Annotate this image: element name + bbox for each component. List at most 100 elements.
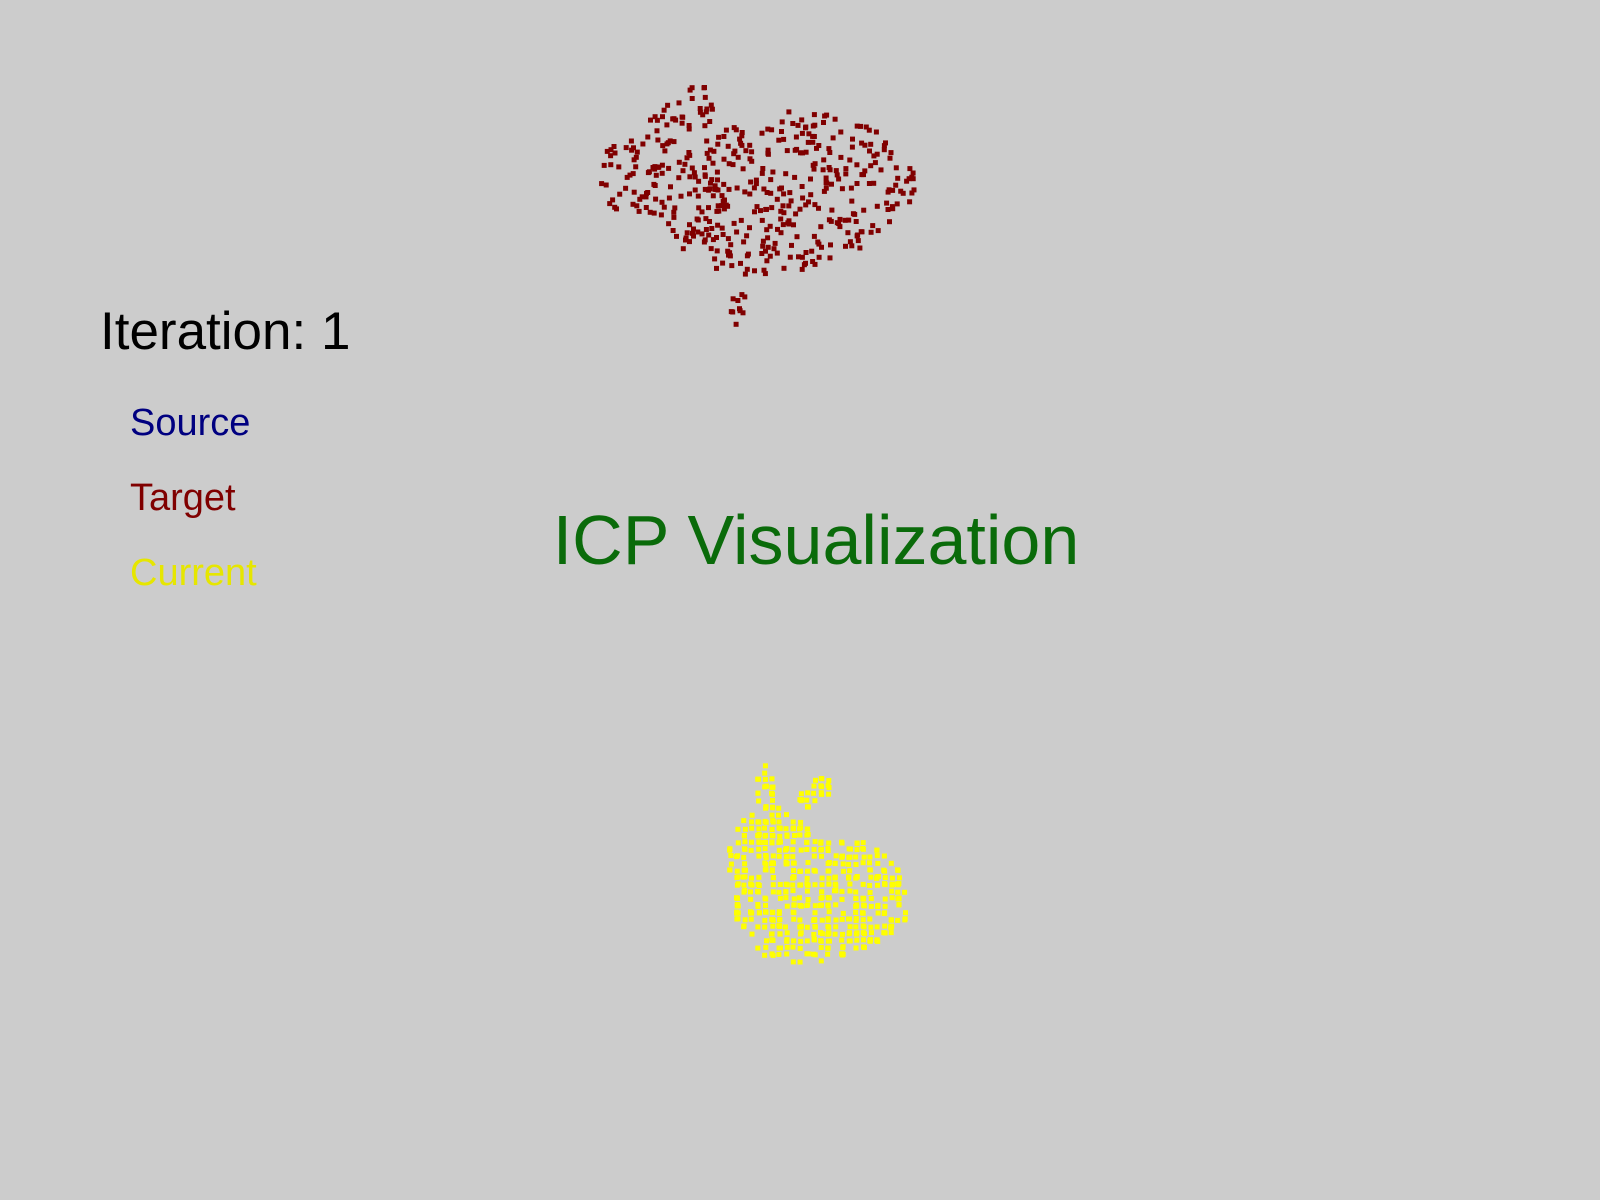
cloud-point (631, 157, 637, 163)
cloud-point (765, 151, 771, 157)
cloud-point (780, 203, 786, 209)
cloud-point (742, 189, 748, 195)
cloud-point (660, 143, 666, 149)
cloud-point (776, 805, 782, 811)
cloud-point (811, 846, 817, 852)
cloud-point (824, 112, 830, 118)
cloud-point (825, 846, 831, 852)
cloud-point (776, 825, 782, 831)
cloud-point (784, 148, 790, 154)
cloud-point (714, 208, 720, 214)
cloud-point (819, 895, 825, 900)
cloud-point (687, 87, 693, 93)
cloud-point (854, 181, 860, 186)
cloud-point (792, 147, 798, 153)
cloud-point (875, 882, 880, 888)
cloud-point (791, 860, 796, 866)
cloud-point (671, 209, 677, 215)
cloud-point (860, 910, 865, 916)
cloud-point (734, 868, 740, 874)
cloud-point (764, 206, 769, 212)
cloud-point (762, 917, 768, 923)
cloud-point (679, 114, 685, 120)
cloud-point (651, 210, 657, 216)
cloud-point (896, 881, 902, 887)
cloud-point (847, 239, 853, 245)
cloud-point (774, 196, 780, 202)
cloud-point (740, 166, 746, 172)
cloud-point (843, 166, 849, 172)
cloud-point (811, 233, 817, 239)
cloud-point (699, 231, 705, 237)
cloud-point (715, 177, 720, 183)
cloud-point (654, 128, 660, 134)
cloud-point (764, 258, 770, 264)
cloud-point (854, 840, 860, 846)
cloud-point (770, 797, 775, 803)
cloud-point (659, 162, 665, 168)
cloud-point (882, 882, 888, 888)
cloud-point (776, 923, 782, 929)
cloud-point (752, 268, 757, 274)
cloud-point (607, 201, 613, 207)
cloud-point (764, 938, 769, 944)
cloud-point (741, 874, 746, 880)
cloud-point (666, 165, 672, 171)
cloud-point (805, 951, 811, 957)
cloud-point (770, 804, 776, 810)
cloud-point (793, 211, 799, 217)
cloud-point (857, 245, 863, 251)
cloud-point (665, 140, 671, 146)
cloud-point (790, 944, 796, 950)
cloud-point (712, 256, 718, 262)
cloud-point (805, 897, 811, 902)
cloud-point (755, 903, 761, 909)
cloud-point (910, 170, 916, 176)
cloud-point (616, 164, 622, 170)
cloud-point (881, 143, 887, 149)
cloud-point (762, 924, 768, 930)
cloud-point (797, 826, 802, 832)
cloud-point (804, 938, 810, 944)
cloud-point (687, 239, 692, 245)
cloud-point (875, 904, 881, 909)
cloud-point (783, 889, 789, 894)
cloud-point (761, 186, 767, 192)
cloud-point (770, 952, 776, 958)
cloud-point (702, 123, 708, 129)
cloud-point (818, 945, 824, 950)
cloud-point (806, 131, 812, 137)
cloud-point (825, 938, 831, 944)
cloud-point (659, 170, 665, 176)
cloud-point (767, 223, 773, 229)
cloud-point (765, 126, 771, 132)
cloud-point (686, 126, 692, 132)
cloud-point (818, 958, 824, 964)
cloud-point (902, 889, 908, 895)
cloud-point (628, 138, 634, 144)
cloud-point (828, 242, 833, 248)
cloud-point (825, 951, 831, 957)
cloud-point (826, 791, 832, 797)
cloud-point (710, 237, 716, 243)
cloud-point (748, 179, 754, 185)
cloud-point (826, 924, 832, 930)
cloud-point (696, 205, 702, 211)
cloud-point (658, 212, 664, 218)
cloud-point (755, 776, 761, 782)
cloud-point (763, 248, 768, 254)
cloud-point (742, 839, 748, 845)
cloud-point (853, 854, 859, 860)
cloud-point (804, 888, 810, 894)
cloud-point (826, 868, 832, 874)
cloud-point (791, 938, 797, 944)
cloud-point (811, 937, 817, 942)
cloud-point (791, 916, 797, 922)
cloud-point (854, 937, 860, 943)
cloud-point (659, 199, 665, 205)
cloud-point (769, 205, 775, 211)
cloud-point (815, 239, 821, 245)
cloud-point (826, 217, 832, 223)
cloud-point (636, 208, 642, 214)
